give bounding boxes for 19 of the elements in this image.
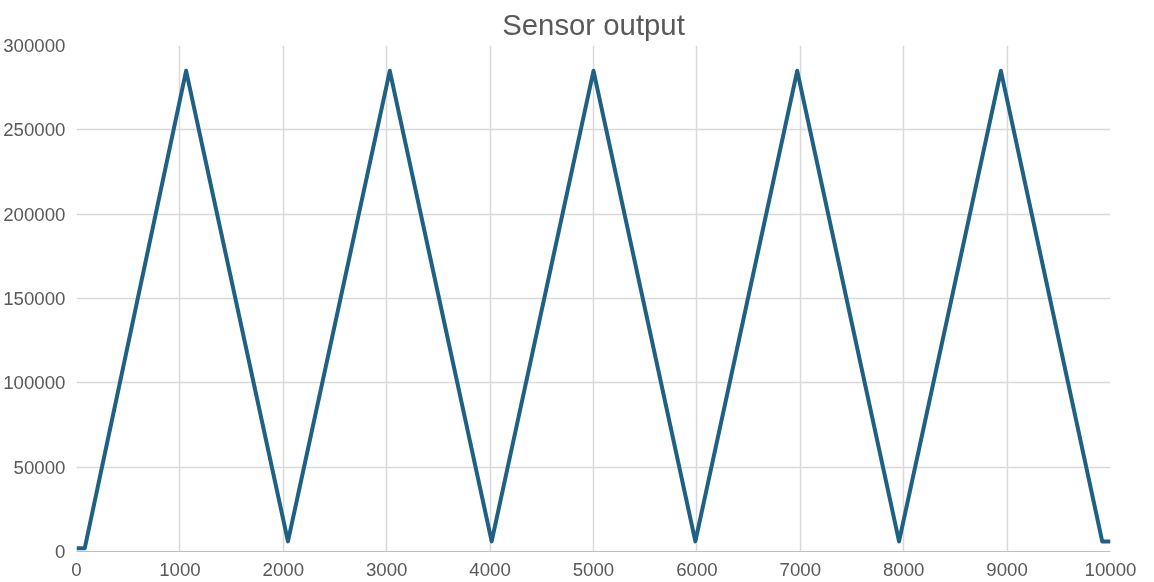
x-tick-label: 3000 [365,558,408,580]
x-tick-label: 0 [71,558,82,580]
x-tick-label: 10000 [1084,558,1137,580]
y-tick-label: 100000 [3,372,66,394]
x-tick-label: 2000 [262,558,305,580]
y-tick-label: 0 [55,541,66,562]
y-tick-label: 200000 [3,203,66,225]
x-tick-label: 7000 [779,558,822,580]
x-tick-label: 1000 [159,558,201,580]
x-tick-label: 5000 [572,558,615,580]
x-tick-label: 6000 [676,558,718,580]
y-tick-label: 50000 [13,456,66,478]
y-tick-label: 250000 [3,119,66,141]
x-tick-label: 4000 [469,558,511,580]
x-tick-label: 9000 [986,558,1028,580]
x-tick-label: 8000 [882,558,925,580]
y-tick-label: 300000 [3,35,66,56]
y-tick-label: 150000 [3,288,66,309]
chart-title: Sensor output [502,7,685,41]
